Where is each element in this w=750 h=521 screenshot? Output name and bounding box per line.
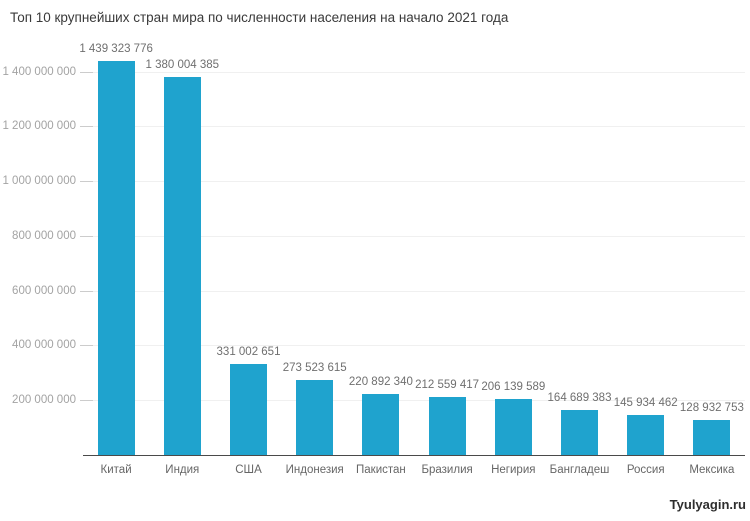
bar bbox=[362, 394, 400, 455]
chart-title: Топ 10 крупнейших стран мира по численно… bbox=[10, 10, 509, 25]
ytick-label: 800 000 000 bbox=[12, 229, 76, 242]
bar-value-label: 206 139 589 bbox=[481, 380, 546, 393]
ytick-mark bbox=[80, 71, 93, 73]
bar bbox=[163, 76, 201, 455]
bar-value-label: 128 932 753 bbox=[679, 401, 744, 414]
ytick-mark bbox=[80, 290, 93, 292]
gridline bbox=[83, 400, 745, 402]
bar bbox=[561, 409, 598, 455]
bar bbox=[693, 419, 731, 455]
gridline bbox=[83, 345, 745, 347]
gridline bbox=[83, 126, 745, 128]
ytick-mark bbox=[80, 126, 93, 128]
watermark-text: Tyulyagin.ru bbox=[669, 497, 746, 512]
gridline bbox=[83, 235, 745, 237]
category-label: Индия bbox=[165, 464, 200, 476]
ytick-label: 600 000 000 bbox=[12, 284, 76, 297]
category-label: Индонезия bbox=[285, 464, 344, 476]
bar bbox=[296, 380, 334, 455]
category-label: США bbox=[235, 464, 262, 476]
ytick-label: 1 400 000 000 bbox=[2, 65, 76, 78]
category-label: Бразилия bbox=[421, 464, 473, 476]
category-label: Бангладеш bbox=[549, 464, 610, 476]
ytick-label: 200 000 000 bbox=[12, 394, 76, 407]
bar-value-label: 331 002 651 bbox=[216, 346, 281, 359]
gridline bbox=[83, 71, 745, 73]
ytick-label: 1 200 000 000 bbox=[2, 120, 76, 133]
bar-value-label: 212 559 417 bbox=[415, 378, 480, 391]
bar bbox=[627, 415, 665, 455]
bar bbox=[230, 364, 267, 455]
bar-value-label: 1 380 004 385 bbox=[145, 58, 220, 71]
gridline bbox=[83, 290, 745, 292]
category-label: Негирия bbox=[491, 464, 536, 476]
category-label: Китай bbox=[100, 464, 132, 476]
bar-value-label: 164 689 383 bbox=[547, 391, 612, 404]
bar-value-label: 1 439 323 776 bbox=[79, 42, 153, 55]
bar bbox=[428, 396, 466, 455]
ytick-mark bbox=[80, 181, 93, 183]
ytick-label: 1 000 000 000 bbox=[2, 175, 76, 188]
bar-value-label: 145 934 462 bbox=[613, 397, 678, 410]
bar bbox=[97, 60, 135, 455]
ytick-mark bbox=[80, 400, 93, 402]
category-label: Пакистан bbox=[356, 464, 406, 476]
x-axis-line bbox=[83, 454, 745, 456]
ytick-mark bbox=[80, 235, 93, 237]
category-label: Мексика bbox=[689, 464, 735, 476]
bar-value-label: 220 892 340 bbox=[348, 376, 413, 389]
category-label: Россия bbox=[626, 464, 665, 476]
ytick-label: 400 000 000 bbox=[12, 339, 76, 352]
bar bbox=[494, 398, 532, 455]
gridline bbox=[83, 181, 745, 183]
ytick-mark bbox=[80, 345, 93, 347]
bar-value-label: 273 523 615 bbox=[282, 362, 347, 375]
